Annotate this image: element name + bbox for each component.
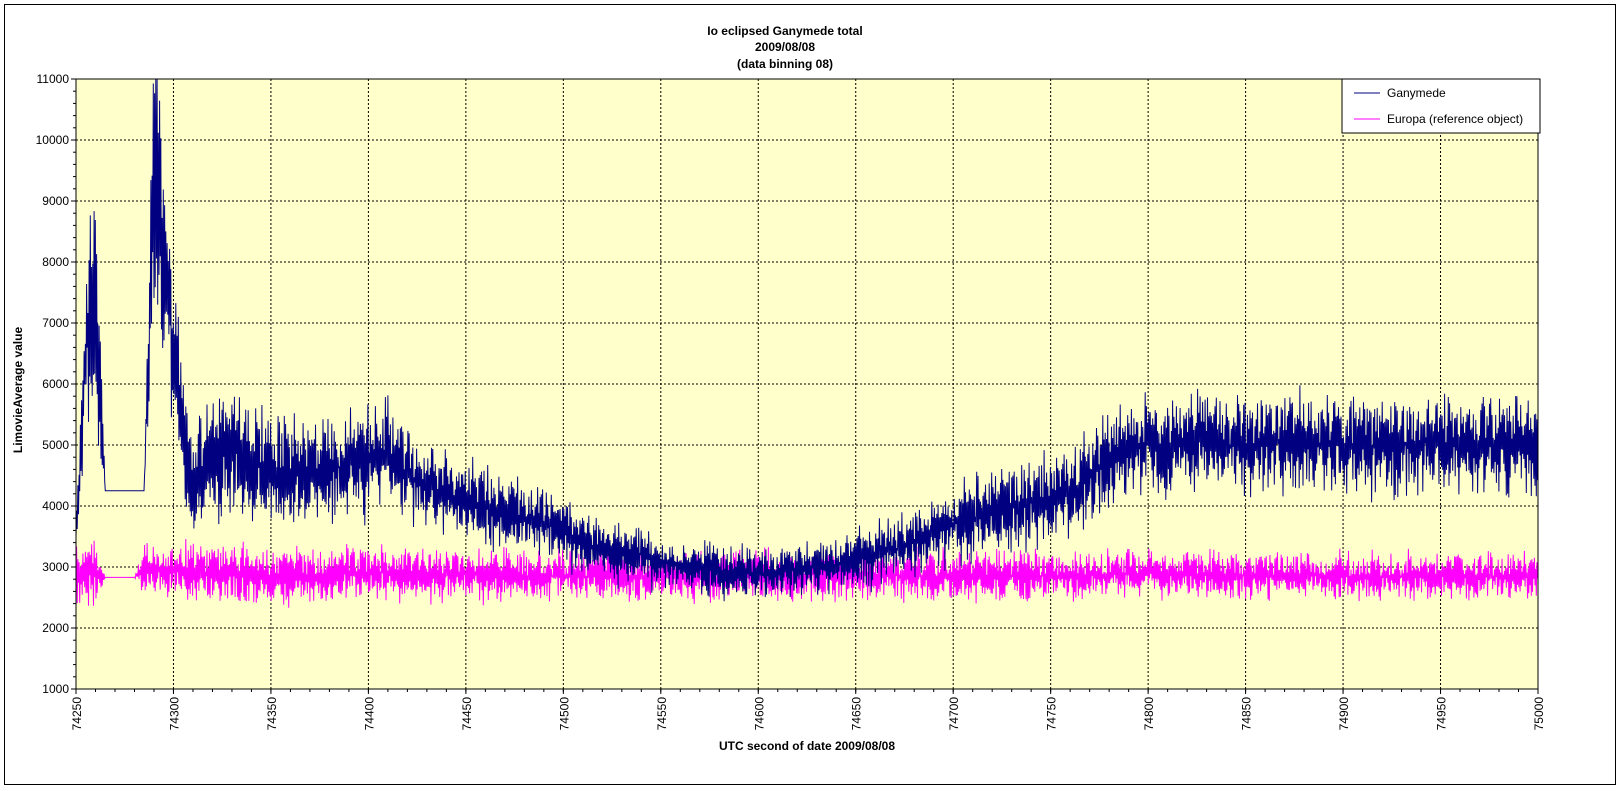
y-tick-label: 5000 [42,438,69,452]
x-tick-label: 74450 [460,697,474,731]
x-tick-label: 74350 [265,697,279,731]
plot-area [75,78,1539,690]
y-tick-label: 4000 [42,499,69,513]
y-tick-label: 1000 [42,682,69,696]
x-tick-label: 74950 [1435,697,1449,731]
chart-frame: Io eclipsed Ganymede total 2009/08/08 (d… [4,4,1616,785]
legend-box [1341,78,1541,134]
x-tick-label: 74650 [850,697,864,731]
y-tick-label: 2000 [42,621,69,635]
chart-title-line-3: (data binning 08) [737,57,833,71]
y-tick-label: 10000 [36,133,70,147]
x-tick-label: 74600 [752,697,766,731]
y-tick-label: 9000 [42,194,69,208]
y-tick-label: 8000 [42,255,69,269]
series-layer [75,78,1538,608]
x-tick-label: 75000 [1532,697,1546,731]
chart-title-line-1: Io eclipsed Ganymede total [707,24,862,38]
axes: 1000 2000 3000 4000 5000 6000 7000 8000 9000 1000… [36,72,1546,730]
chart-title-line-2: 2009/08/08 [755,40,815,54]
chart: Io eclipsed Ganymede total 2009/08/08 (d… [11,24,1546,753]
series-line-ganymede [75,78,1538,602]
x-tick-label: 74850 [1240,697,1254,731]
x-tick-label: 74900 [1337,697,1351,731]
x-tick-label: 74750 [1045,697,1059,731]
x-tick-label: 74500 [557,697,571,731]
legend: Ganymede Europa (reference object) [1341,78,1541,134]
y-tick-label: 6000 [42,377,69,391]
y-tick-label: 11000 [37,72,70,86]
x-tick-label: 74400 [362,697,376,731]
x-tick-label: 74700 [947,697,961,731]
x-axis-label: UTC second of date 2009/08/08 [719,739,895,753]
x-tick-label: 74800 [1142,697,1156,731]
x-tick-label: 74300 [167,697,181,731]
y-tick-label: 3000 [42,560,69,574]
x-tick-label: 74550 [655,697,669,731]
plot-border [75,78,1539,690]
legend-label-europa: Europa (reference object) [1387,112,1523,126]
legend-label-ganymede: Ganymede [1387,86,1446,100]
y-axis-label: LimovieAverage value [11,327,25,454]
x-tick-label: 74250 [70,697,84,731]
y-tick-label: 7000 [42,316,69,330]
